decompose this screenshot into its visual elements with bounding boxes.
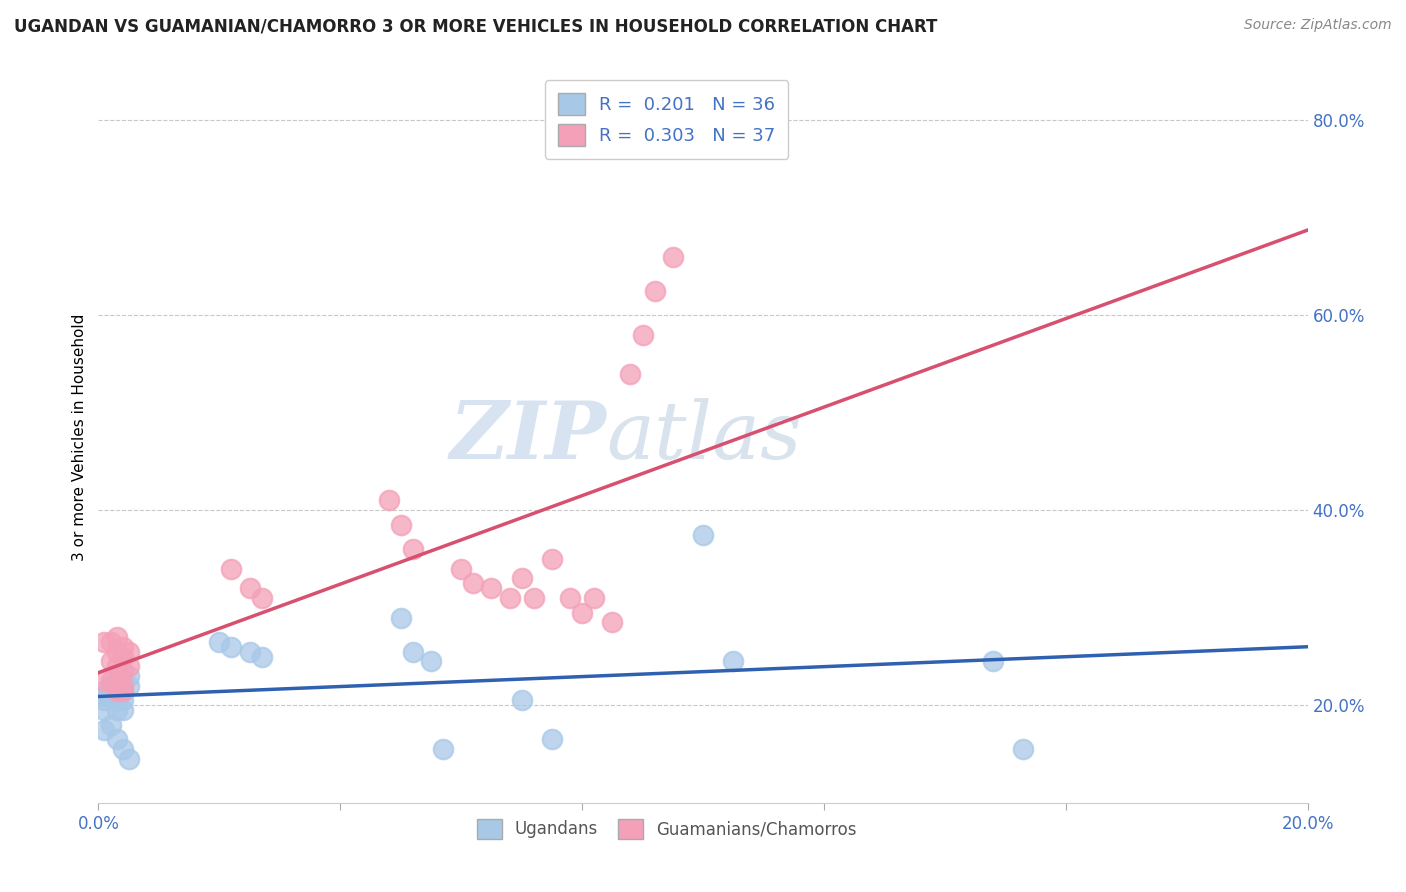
Legend: Ugandans, Guamanians/Chamorros: Ugandans, Guamanians/Chamorros — [470, 812, 863, 846]
Point — [111, 649, 134, 664]
Point — [105, 645, 128, 659]
Point — [93, 683, 115, 698]
Point — [105, 630, 128, 644]
Point — [93, 689, 115, 703]
Point — [239, 581, 262, 595]
Point — [111, 703, 134, 717]
Point — [93, 723, 115, 737]
Point — [432, 742, 454, 756]
Point — [250, 649, 273, 664]
Point — [105, 732, 128, 747]
Point — [239, 645, 262, 659]
Point — [540, 552, 562, 566]
Point — [105, 673, 128, 688]
Point — [221, 562, 243, 576]
Point — [619, 367, 641, 381]
Point — [105, 703, 128, 717]
Point — [118, 669, 141, 683]
Point — [389, 517, 412, 532]
Point — [105, 693, 128, 707]
Point — [111, 683, 134, 698]
Text: ZIP: ZIP — [450, 399, 606, 475]
Point — [111, 693, 134, 707]
Point — [463, 576, 485, 591]
Point — [105, 659, 128, 673]
Point — [644, 284, 666, 298]
Point — [450, 562, 472, 576]
Point — [118, 679, 141, 693]
Point — [111, 673, 134, 688]
Point — [111, 742, 134, 756]
Point — [93, 693, 115, 707]
Point — [692, 527, 714, 541]
Point — [602, 615, 624, 630]
Text: Source: ZipAtlas.com: Source: ZipAtlas.com — [1244, 18, 1392, 32]
Point — [208, 635, 231, 649]
Point — [377, 493, 399, 508]
Point — [100, 689, 122, 703]
Point — [111, 683, 134, 698]
Point — [540, 732, 562, 747]
Point — [118, 659, 141, 673]
Point — [100, 635, 122, 649]
Point — [111, 664, 134, 678]
Point — [93, 635, 115, 649]
Point — [111, 640, 134, 654]
Point — [93, 703, 115, 717]
Point — [100, 683, 122, 698]
Point — [510, 572, 533, 586]
Point — [1012, 742, 1035, 756]
Point — [118, 645, 141, 659]
Point — [100, 679, 122, 693]
Point — [402, 645, 425, 659]
Point — [93, 673, 115, 688]
Point — [111, 679, 134, 693]
Point — [981, 654, 1004, 668]
Point — [661, 250, 683, 264]
Point — [100, 718, 122, 732]
Point — [389, 610, 412, 624]
Text: UGANDAN VS GUAMANIAN/CHAMORRO 3 OR MORE VEHICLES IN HOUSEHOLD CORRELATION CHART: UGANDAN VS GUAMANIAN/CHAMORRO 3 OR MORE … — [14, 18, 938, 36]
Point — [481, 581, 503, 595]
Text: atlas: atlas — [606, 399, 801, 475]
Point — [402, 542, 425, 557]
Point — [221, 640, 243, 654]
Point — [510, 693, 533, 707]
Point — [420, 654, 443, 668]
Point — [723, 654, 745, 668]
Point — [250, 591, 273, 605]
Point — [583, 591, 606, 605]
Point — [558, 591, 581, 605]
Y-axis label: 3 or more Vehicles in Household: 3 or more Vehicles in Household — [72, 313, 87, 561]
Point — [105, 683, 128, 698]
Point — [523, 591, 546, 605]
Point — [631, 327, 654, 342]
Point — [105, 683, 128, 698]
Point — [118, 752, 141, 766]
Point — [571, 606, 593, 620]
Point — [100, 654, 122, 668]
Point — [100, 673, 122, 688]
Point — [498, 591, 520, 605]
